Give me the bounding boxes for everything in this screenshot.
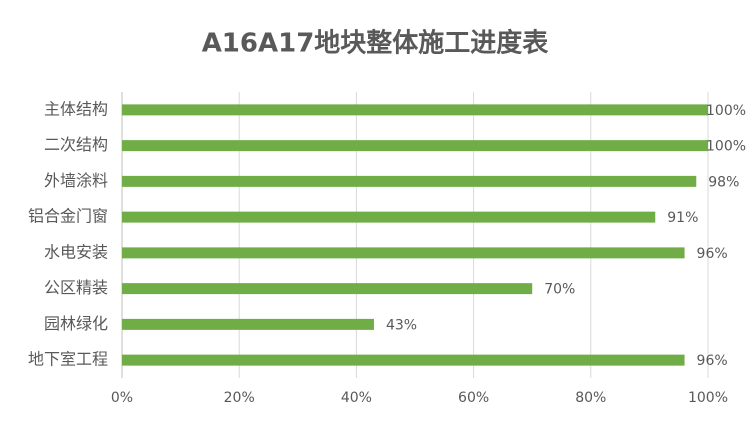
value-label: 98% (708, 174, 739, 190)
y-tick-label: 地下室工程 (28, 350, 108, 369)
bar (122, 318, 374, 330)
y-tick-label: 主体结构 (44, 99, 108, 118)
bar (122, 247, 685, 259)
x-tick-label: 40% (341, 390, 372, 406)
value-label: 96% (697, 246, 728, 262)
bar (122, 175, 697, 187)
x-tick-label: 20% (224, 390, 255, 406)
bar (122, 283, 533, 295)
y-tick-label: 外墙涂料 (44, 171, 108, 190)
value-label: 70% (544, 282, 575, 298)
y-tick-label: 二次结构 (44, 135, 108, 154)
chart-title: A16A17地块整体施工进度表 (202, 28, 550, 59)
y-tick-label: 水电安装 (44, 242, 108, 261)
x-tick-label: 100% (688, 390, 728, 406)
bar (122, 140, 708, 152)
y-tick-label: 公区精装 (44, 278, 108, 297)
value-label: 96% (697, 353, 728, 369)
y-tick-label: 园林绿化 (44, 314, 108, 333)
value-label: 100% (706, 103, 746, 119)
x-tick-label: 60% (458, 390, 489, 406)
bar (122, 104, 708, 116)
value-label: 100% (706, 139, 746, 155)
bar (122, 354, 685, 366)
x-tick-label: 80% (575, 390, 606, 406)
value-label: 91% (667, 210, 698, 226)
value-label: 43% (386, 317, 417, 333)
y-tick-label: 铝合金门窗 (28, 207, 108, 226)
x-tick-label: 0% (111, 390, 133, 406)
bar (122, 211, 656, 223)
